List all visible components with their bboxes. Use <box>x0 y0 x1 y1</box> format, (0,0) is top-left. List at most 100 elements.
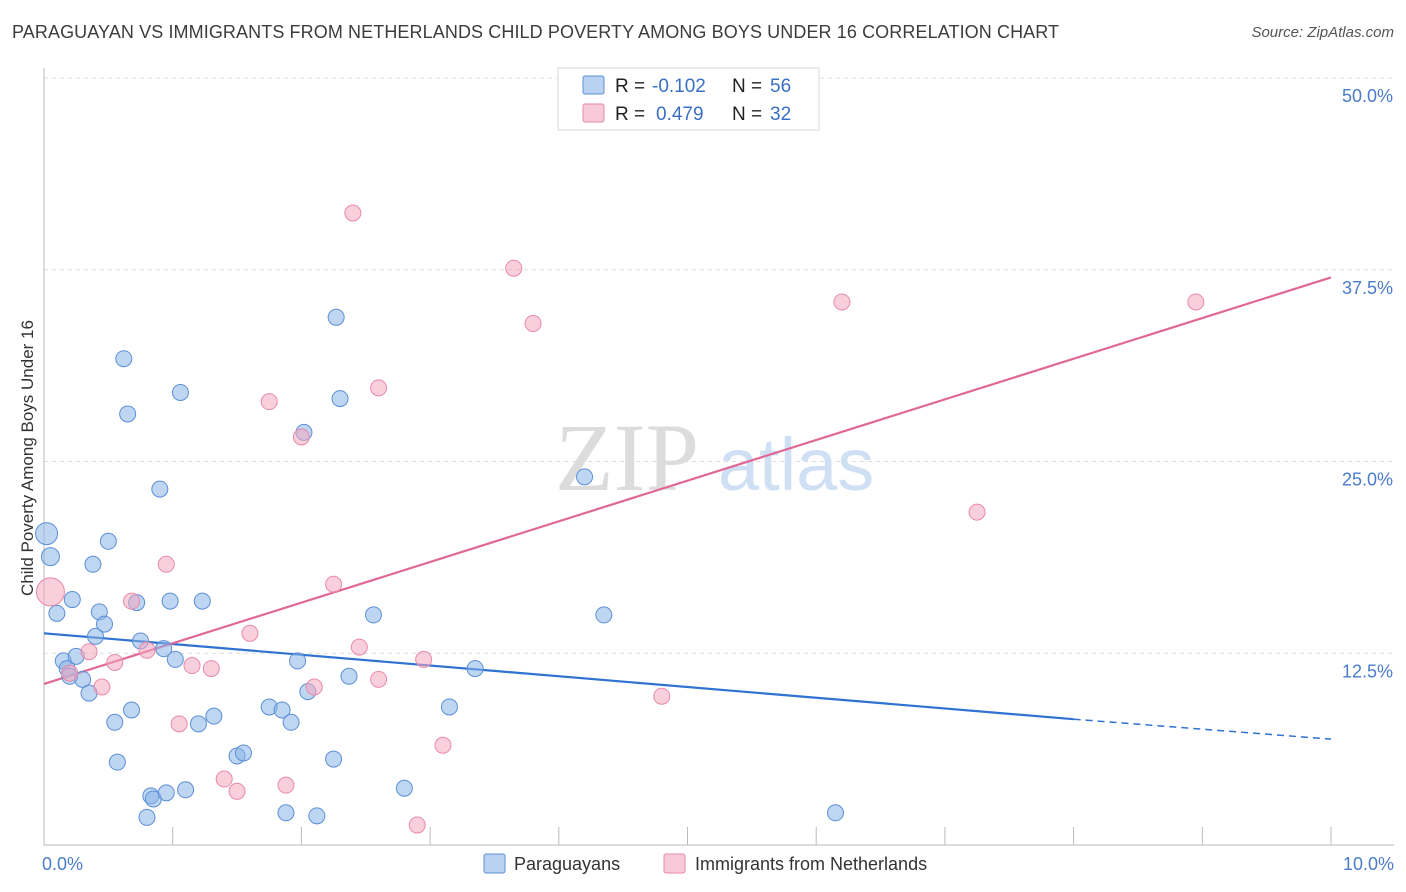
data-point-netherlands <box>138 641 156 659</box>
data-point-netherlands <box>344 204 362 222</box>
legend-swatch-netherlands <box>582 103 605 123</box>
data-point-paraguayans <box>157 784 175 802</box>
trend-lines <box>43 276 1332 740</box>
data-point-paraguayans <box>827 804 845 822</box>
data-point-paraguayans <box>364 606 382 624</box>
data-point-paraguayans <box>308 807 326 825</box>
data-point-netherlands <box>260 393 278 411</box>
data-point-paraguayans <box>119 405 137 423</box>
data-point-paraguayans <box>99 532 117 550</box>
data-point-paraguayans <box>282 713 300 731</box>
data-point-netherlands <box>35 577 65 607</box>
data-point-paraguayans <box>40 547 60 567</box>
data-point-netherlands <box>202 660 220 678</box>
data-point-netherlands <box>408 816 426 834</box>
bottom-legend: Paraguayans Immigrants from Netherlands <box>483 853 927 874</box>
data-point-netherlands <box>80 643 98 661</box>
data-point-paraguayans <box>86 627 104 645</box>
x-tick-label: 0.0% <box>42 854 83 874</box>
y-tick-label: 12.5% <box>1342 661 1393 681</box>
data-point-netherlands <box>370 670 388 688</box>
y-tick-label: 50.0% <box>1342 86 1393 106</box>
data-point-paraguayans <box>440 698 458 716</box>
data-point-paraguayans <box>138 808 156 826</box>
data-point-paraguayans <box>48 604 66 622</box>
data-point-netherlands <box>1187 293 1205 311</box>
data-point-netherlands <box>157 555 175 573</box>
data-point-paraguayans <box>106 713 124 731</box>
y-axis-label: Child Poverty Among Boys Under 16 <box>18 320 37 596</box>
bottom-legend-label-netherlands: Immigrants from Netherlands <box>695 854 927 874</box>
bottom-legend-swatch-paraguayans <box>483 853 506 874</box>
tick-labels: 12.5% 25.0% 37.5% 50.0% 0.0% 10.0% <box>42 86 1394 874</box>
data-point-netherlands <box>653 687 671 705</box>
chart-title: PARAGUAYAN VS IMMIGRANTS FROM NETHERLAND… <box>12 22 1060 42</box>
data-point-paraguayans <box>205 707 223 725</box>
data-point-netherlands <box>241 624 259 642</box>
data-point-netherlands <box>370 379 388 397</box>
grid-lines <box>44 77 1394 654</box>
legend-n-label: N = <box>732 76 762 97</box>
data-point-paraguayans <box>166 650 184 668</box>
data-point-netherlands <box>183 657 201 675</box>
data-point-netherlands <box>350 638 368 656</box>
legend-n-value: 56 <box>770 76 791 97</box>
data-point-paraguayans <box>325 750 343 768</box>
data-point-paraguayans <box>331 390 349 408</box>
data-point-netherlands <box>292 428 310 446</box>
data-point-paraguayans <box>466 660 484 678</box>
data-point-netherlands <box>93 678 111 696</box>
legend-n-label: N = <box>732 104 762 125</box>
trend-line-paraguayans-extension <box>1073 718 1332 740</box>
data-point-netherlands <box>524 314 542 332</box>
data-point-paraguayans <box>63 591 81 609</box>
data-point-netherlands <box>61 664 79 682</box>
data-point-netherlands <box>228 782 246 800</box>
data-point-paraguayans <box>595 606 613 624</box>
x-tick-label: 10.0% <box>1343 854 1394 874</box>
data-point-paraguayans <box>234 744 252 762</box>
data-point-paraguayans <box>327 308 345 326</box>
data-points <box>35 204 1205 834</box>
data-point-paraguayans <box>177 781 195 799</box>
data-point-netherlands <box>415 650 433 668</box>
data-point-netherlands <box>277 776 295 794</box>
data-point-paraguayans <box>576 468 594 486</box>
data-point-netherlands <box>123 592 141 610</box>
data-point-netherlands <box>968 503 986 521</box>
axes <box>43 68 1394 846</box>
y-tick-label: 25.0% <box>1342 470 1393 490</box>
data-point-paraguayans <box>84 555 102 573</box>
data-point-paraguayans <box>115 350 133 368</box>
data-point-netherlands <box>106 653 124 671</box>
data-point-paraguayans <box>95 615 113 633</box>
data-point-paraguayans <box>151 480 169 498</box>
data-point-paraguayans <box>35 522 59 546</box>
data-point-paraguayans <box>395 779 413 797</box>
legend-r-value: 0.479 <box>656 104 704 125</box>
data-point-paraguayans <box>189 715 207 733</box>
data-point-paraguayans <box>123 701 141 719</box>
data-point-paraguayans <box>171 383 189 401</box>
bottom-legend-label-paraguayans: Paraguayans <box>514 854 620 874</box>
data-point-paraguayans <box>277 804 295 822</box>
data-point-paraguayans <box>273 701 291 719</box>
data-point-paraguayans <box>289 652 307 670</box>
trend-line-paraguayans <box>43 632 1074 721</box>
data-point-netherlands <box>434 736 452 754</box>
data-point-paraguayans <box>340 667 358 685</box>
data-point-paraguayans <box>161 592 179 610</box>
legend-r-label: R = <box>615 76 645 97</box>
legend-swatch-paraguayans <box>582 75 605 95</box>
watermark: ZIP atlas <box>555 404 874 511</box>
data-point-netherlands <box>833 293 851 311</box>
legend-n-value: 32 <box>770 104 791 125</box>
data-point-netherlands <box>305 678 323 696</box>
legend-r-label: R = <box>615 104 645 125</box>
watermark-atlas: atlas <box>718 423 874 506</box>
data-point-paraguayans <box>108 753 126 771</box>
data-point-paraguayans <box>155 640 173 658</box>
trend-line-netherlands <box>43 276 1332 685</box>
chart-source: Source: ZipAtlas.com <box>1251 24 1394 41</box>
